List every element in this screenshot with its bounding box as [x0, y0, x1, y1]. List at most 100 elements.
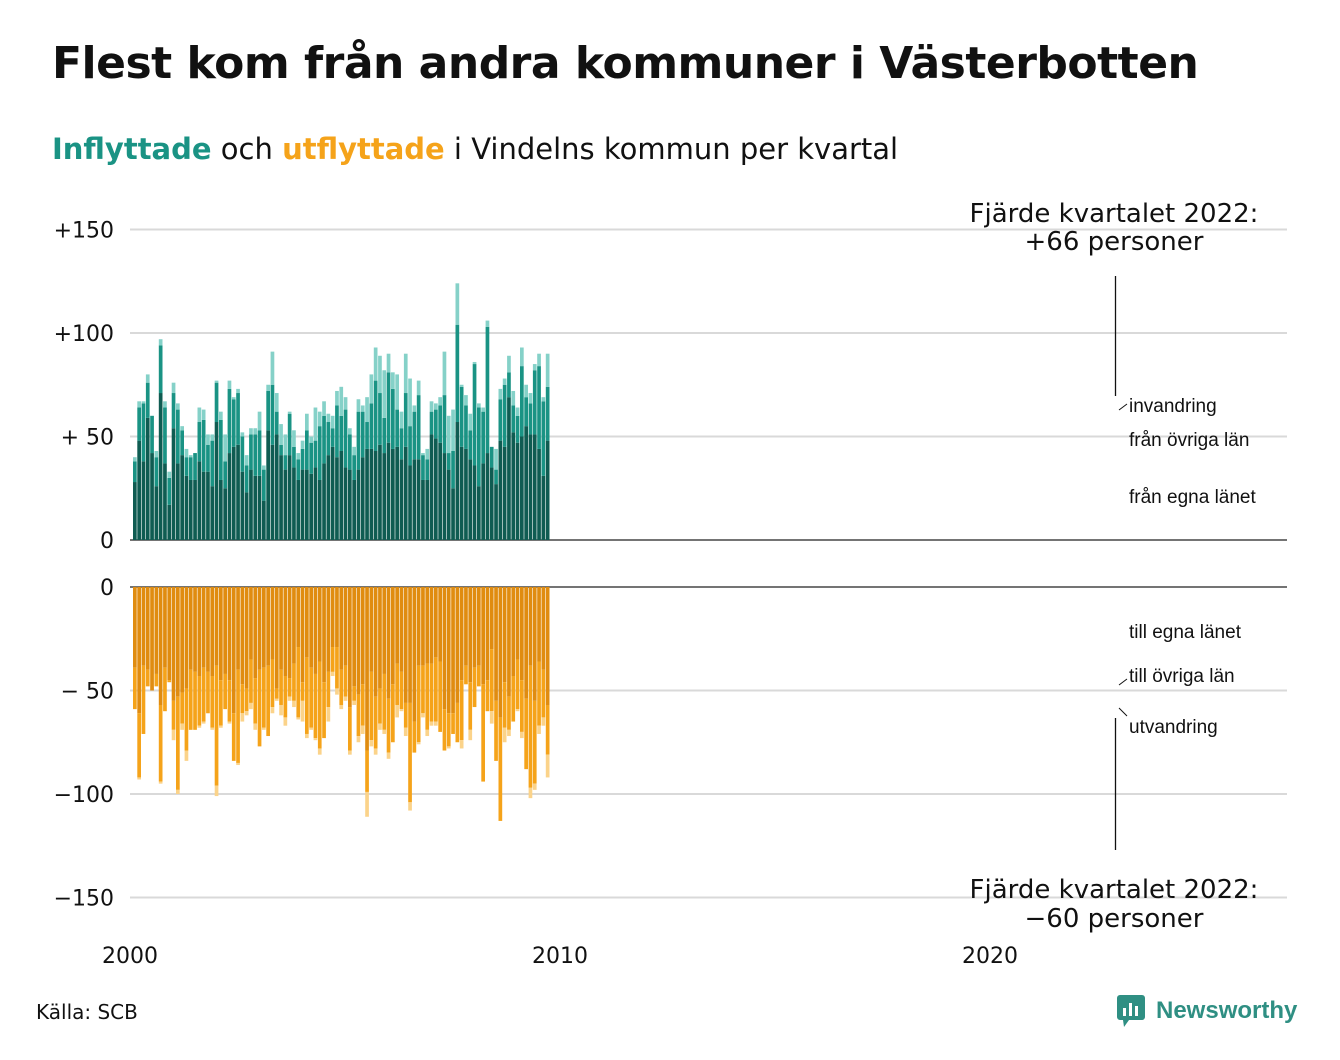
- outflow-bar-emigration: [378, 723, 382, 730]
- inflow-bar-immigration: [274, 393, 279, 412]
- inflow-bar-immigration: [236, 388, 240, 394]
- inflow-bar-other-counties: [305, 430, 309, 470]
- inflow-bar-other-counties: [326, 422, 331, 456]
- outflow-bar-other-counties: [537, 661, 541, 726]
- outflow-bar-own-county: [481, 587, 485, 685]
- outflow-bar-other-counties: [188, 669, 193, 730]
- inflow-bar-other-counties: [335, 405, 339, 458]
- inflow-bar-other-counties: [373, 380, 378, 451]
- migration-chart: +150 +100 + 50 0 0 − 50 −100 −150 2000 2010 2020 Fj…: [54, 199, 1287, 969]
- outflow-bar-other-counties: [378, 688, 382, 724]
- outflow-bar-own-county: [167, 587, 172, 681]
- x-tick-label: 2000: [102, 944, 158, 969]
- inflow-bar-own-county: [438, 442, 442, 540]
- inflow-bar-immigration: [227, 380, 232, 389]
- outflow-bar-other-counties: [373, 696, 378, 749]
- inflow-bar-own-county: [442, 453, 447, 540]
- inflow-bar-other-counties: [446, 453, 451, 470]
- outflow-bar-other-counties: [266, 665, 270, 737]
- leader-line: [1118, 403, 1128, 411]
- inflow-bar-immigration: [253, 428, 258, 435]
- inflow-bar-other-counties: [167, 477, 172, 505]
- inflow-bar-other-counties: [339, 415, 344, 451]
- inflow-bar-own-county: [459, 446, 464, 540]
- inflow-bar-immigration: [472, 361, 477, 365]
- outflow-bar-own-county: [451, 587, 455, 714]
- inflow-bar-own-county: [219, 479, 223, 540]
- inflow-bar-own-county: [451, 488, 455, 540]
- inflow-bar-own-county: [507, 397, 511, 540]
- inflow-bar-other-counties: [365, 422, 369, 449]
- inflow-bar-other-counties: [158, 345, 163, 394]
- inflow-bar-other-counties: [472, 364, 477, 466]
- inflow-bar-own-county: [373, 450, 378, 540]
- inflow-bar-immigration: [231, 397, 236, 400]
- outflow-bar-own-county: [429, 587, 434, 664]
- outflow-bar-other-counties: [408, 702, 412, 803]
- inflow-bar-immigration: [412, 405, 417, 412]
- inflow-bar-own-county: [468, 459, 473, 540]
- outflow-bar-own-county: [330, 587, 335, 648]
- outflow-bar-emigration: [201, 721, 206, 724]
- outflow-bar-other-counties: [210, 676, 215, 728]
- source-note: Källa: SCB: [36, 1000, 138, 1024]
- outflow-bar-own-county: [335, 587, 339, 648]
- inflow-bar-other-counties: [382, 417, 387, 454]
- inflow-bar-other-counties: [257, 430, 262, 476]
- outflow-bar-emigration: [335, 688, 339, 695]
- x-tick-label: 2010: [532, 944, 588, 969]
- inflow-bar-own-county: [206, 471, 210, 540]
- top-annotation-line1: Fjärde kvartalet 2022:: [970, 199, 1259, 229]
- outflow-bar-own-county: [193, 587, 197, 672]
- outflow-bar-emigration: [386, 752, 391, 759]
- outflow-bar-other-counties: [249, 659, 253, 703]
- inflow-bar-immigration: [296, 453, 301, 460]
- outflow-bar-emigration: [356, 736, 361, 743]
- inflow-bar-other-counties: [442, 395, 447, 454]
- inflow-bar-other-counties: [266, 390, 270, 431]
- inflow-bar-other-counties: [386, 372, 391, 443]
- inflow-bar-immigration: [305, 413, 309, 431]
- inflow-bar-immigration: [201, 409, 206, 420]
- outflow-bar-other-counties: [532, 700, 537, 784]
- outflow-bar-emigration: [227, 721, 232, 724]
- inflow-bar-immigration: [498, 388, 503, 400]
- inflow-bar-other-counties: [438, 405, 442, 443]
- inflow-bar-immigration: [360, 405, 365, 412]
- inflow-bar-other-counties: [369, 403, 374, 449]
- inflow-bar-other-counties: [231, 399, 236, 447]
- inflow-bar-own-county: [511, 432, 516, 540]
- inflow-bar-other-counties: [137, 407, 141, 441]
- inflow-bar-other-counties: [498, 399, 503, 441]
- inflow-bar-immigration: [446, 415, 451, 454]
- inflow-bar-own-county: [227, 453, 232, 540]
- inflow-bar-other-counties: [296, 459, 301, 480]
- outflow-bar-other-counties: [481, 684, 485, 782]
- outflow-bar-own-county: [455, 587, 460, 703]
- inflow-bar-other-counties: [141, 403, 146, 462]
- outflow-bar-other-counties: [236, 669, 240, 763]
- outflow-bar-emigration: [541, 717, 546, 726]
- outflow-bar-other-counties: [309, 667, 313, 728]
- inflow-bar-own-county: [287, 455, 292, 540]
- inflow-bar-immigration: [223, 434, 227, 462]
- inflow-bar-other-counties: [429, 411, 434, 435]
- outflow-bar-own-county: [391, 587, 395, 685]
- inflow-bar-own-county: [223, 488, 227, 540]
- outflow-bar-emigration: [137, 777, 141, 780]
- outflow-bar-other-counties: [511, 676, 516, 722]
- newsworthy-logo-icon: [1117, 995, 1145, 1027]
- outflow-bar-other-counties: [300, 682, 305, 701]
- inflow-bar-immigration: [279, 424, 283, 445]
- outflow-bar-emigration: [532, 783, 537, 790]
- outflow-bar-emigration: [425, 729, 430, 737]
- inflow-bar-own-county: [472, 465, 477, 540]
- inflow-bar-immigration: [515, 407, 520, 416]
- inflow-bar-immigration: [537, 353, 541, 367]
- inflow-bar-other-counties: [408, 426, 412, 466]
- inflow-bar-immigration: [502, 378, 507, 385]
- inflow-bar-immigration: [408, 378, 412, 427]
- outflow-bar-emigration: [262, 727, 266, 730]
- inflow-bar-own-county: [412, 459, 417, 540]
- outflow-bar-emigration: [287, 696, 292, 701]
